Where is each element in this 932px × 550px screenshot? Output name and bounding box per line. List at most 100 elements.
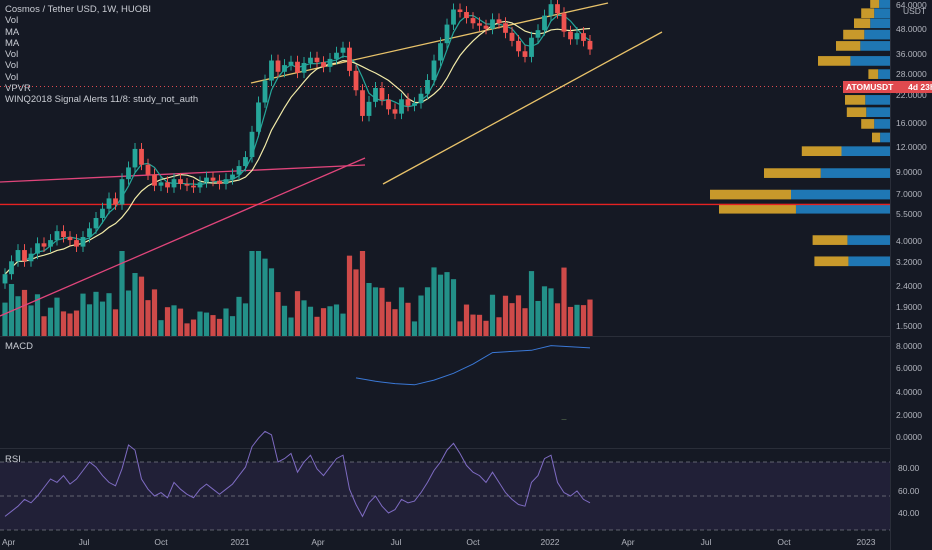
vpvr-down-bar	[861, 119, 875, 129]
candle-body	[496, 19, 502, 24]
candle-body	[386, 99, 391, 110]
indicator-ma[interactable]: MA	[5, 37, 20, 49]
candle-body	[74, 240, 79, 247]
candle-body	[542, 15, 547, 31]
candle-body	[87, 228, 92, 238]
upper-channel-line	[250, 2, 609, 84]
vpvr-down-bar	[812, 235, 848, 245]
volume-bar	[197, 311, 203, 336]
macd-pane-label: MACD	[5, 341, 33, 352]
candle-body	[223, 179, 229, 185]
vpvr-up-bar	[870, 18, 890, 29]
candle-body	[171, 179, 177, 188]
indicator-vol[interactable]: Vol	[5, 71, 19, 83]
macd-tick-label: 6.0000	[896, 363, 922, 373]
vpvr-up-bar	[848, 256, 890, 267]
macd-tick-label: 4.0000	[896, 387, 922, 397]
candle-body	[353, 70, 359, 91]
candle-body	[561, 13, 567, 32]
volume-bar	[333, 304, 340, 336]
volume-bar	[80, 293, 86, 336]
indicator-vol[interactable]: Vol	[5, 60, 19, 72]
candle-body	[139, 148, 144, 165]
time-axis: Apr Jul Oct 2021 Apr Jul Oct 2022 Apr Jul Oct 2023	[2, 537, 876, 547]
candle-body	[230, 174, 235, 180]
vpvr-up-bar	[791, 189, 890, 200]
volume-bar	[99, 301, 106, 336]
candle-body	[529, 37, 534, 57]
candle-body	[334, 52, 339, 59]
time-tick-label: Apr	[311, 537, 324, 547]
volume-bar	[405, 302, 411, 336]
price-tag-symbol: ATOMUSDT	[846, 82, 894, 92]
candle-body	[308, 57, 313, 63]
candle-body	[360, 90, 365, 116]
candle-body	[412, 103, 417, 106]
volume-bar	[496, 317, 502, 336]
candle-body	[587, 40, 593, 50]
candle-body	[392, 109, 398, 114]
volume-bar	[574, 304, 580, 336]
candle-body	[405, 99, 411, 106]
volume-bar	[366, 283, 372, 336]
volume-bar	[392, 309, 398, 336]
vpvr-down-bar	[843, 29, 865, 40]
vpvr-down-bar	[872, 132, 881, 143]
candle-body	[464, 12, 469, 19]
volume-profile	[710, 0, 890, 267]
vpvr-up-bar	[874, 119, 890, 129]
candle-body	[48, 240, 53, 247]
volume-bar	[580, 305, 587, 336]
volume-bar	[470, 314, 476, 336]
candle-body	[28, 253, 34, 262]
candle-body	[93, 218, 99, 229]
candle-body	[243, 157, 248, 167]
indicator-vpvr[interactable]: VPVR	[5, 83, 31, 95]
candle-body	[516, 40, 521, 52]
macd-pane	[355, 345, 591, 420]
rsi-tick-label: 60.00	[898, 486, 920, 496]
candle-body	[535, 30, 541, 38]
rsi-pane-label: RSI	[5, 454, 21, 465]
volume-bar	[548, 288, 554, 336]
vpvr-up-bar	[820, 168, 890, 178]
volume-bar	[21, 289, 28, 336]
candle-body	[145, 164, 151, 175]
volume-bar	[522, 308, 528, 336]
vpvr-up-bar	[865, 95, 890, 105]
volume-bar	[54, 297, 60, 336]
candle-body	[503, 23, 508, 33]
candle-body	[191, 185, 196, 188]
candle-body	[418, 93, 424, 104]
macd-tick-label: 8.0000	[896, 341, 922, 351]
candle-body	[321, 62, 326, 67]
price-tag-countdown: 4d 23h	[908, 82, 932, 92]
volume-bar	[320, 308, 327, 336]
indicator-signal-alerts[interactable]: WINQ2018 Signal Alerts 11/8: study_not_a…	[5, 94, 199, 106]
vpvr-up-bar	[864, 29, 890, 40]
volume-bar	[164, 307, 171, 336]
indicator-vol[interactable]: Vol	[5, 15, 19, 27]
volume-bar	[138, 276, 145, 336]
symbol-title[interactable]: Cosmos / Tether USD, 1W, HUOBI	[5, 4, 152, 15]
vpvr-up-bar	[874, 8, 890, 19]
vpvr-up-bar	[878, 69, 890, 79]
volume-bar	[34, 294, 41, 336]
price-tick-label: 64.0000	[896, 0, 927, 10]
volume-bar	[561, 267, 567, 336]
volume-bar	[210, 315, 216, 336]
chart-legend[interactable]: Cosmos / Tether USD, 1W, HUOBI Vol MA MA…	[5, 4, 198, 106]
currency-label: USDT	[903, 6, 926, 16]
candle-body	[451, 9, 456, 25]
volume-bar	[353, 269, 359, 336]
time-tick-label: Oct	[777, 537, 791, 547]
indicator-ma[interactable]: MA	[5, 26, 20, 38]
volume-bar	[437, 274, 444, 336]
candle-body	[262, 80, 268, 103]
candle-body	[15, 250, 21, 262]
indicator-vol[interactable]: Vol	[5, 49, 19, 61]
candle-body	[574, 33, 580, 40]
volume-bar	[236, 296, 242, 336]
volume-bar	[301, 300, 307, 336]
